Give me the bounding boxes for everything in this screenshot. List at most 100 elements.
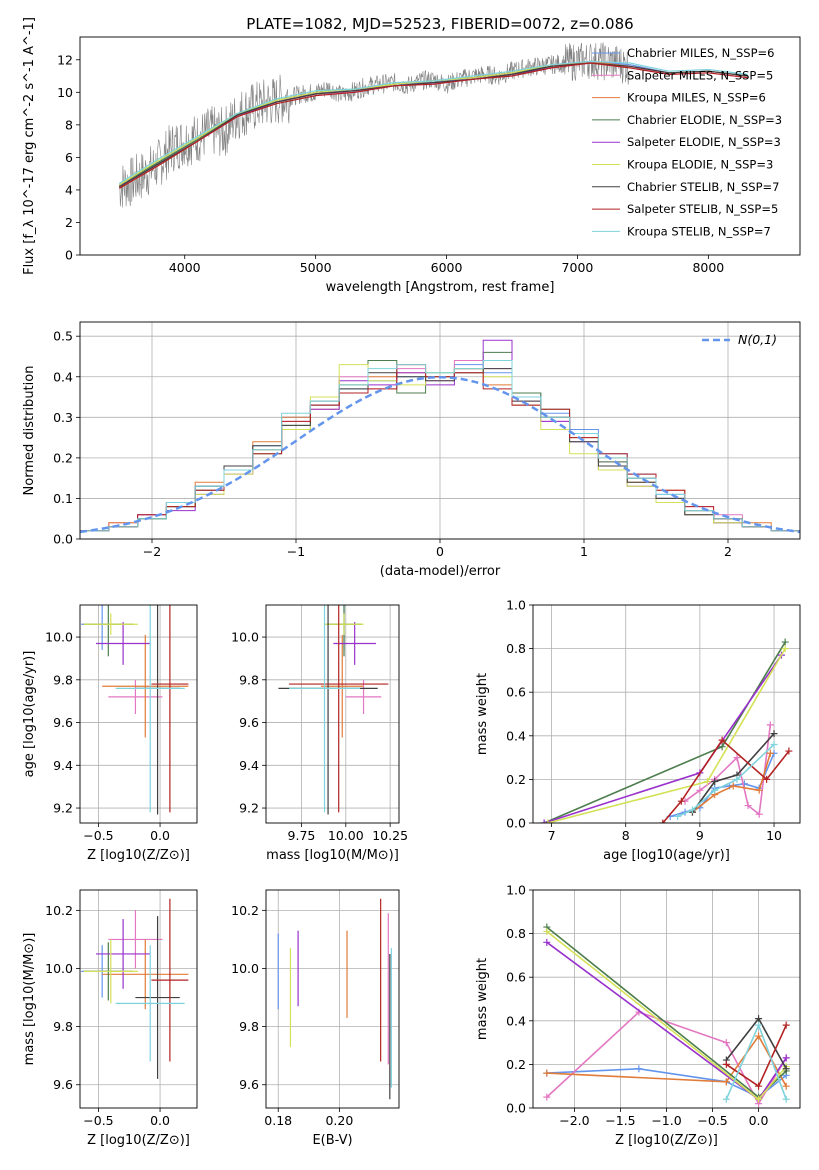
model-spectrum-line xyxy=(118,62,748,188)
x-tick-label: 4000 xyxy=(169,260,201,275)
weight-marker xyxy=(635,1065,643,1073)
x-tick-label: −1 xyxy=(287,544,305,559)
weight-marker xyxy=(755,1021,763,1029)
y-tick-label: 9.2 xyxy=(239,801,259,816)
x-tick-label: 9.75 xyxy=(288,828,316,843)
age-vs-mass-axes: 9.75 10.00 10.25 9.2 9.4 9.6 9.8 10.0 mass [log1… xyxy=(231,604,408,863)
legend-label: Kroupa ELODIE, N_SSP=3 xyxy=(627,158,773,172)
weight-line xyxy=(691,733,775,813)
y-tick-label: 9.6 xyxy=(53,1077,73,1092)
weight-vs-Z-plot-area xyxy=(543,923,790,1108)
x-tick-label: 5000 xyxy=(300,260,332,275)
x-tick-label: 2 xyxy=(724,544,732,559)
x-tick-label: 9 xyxy=(696,828,704,843)
weight-marker xyxy=(733,754,741,762)
model-spectrum-line xyxy=(118,60,748,184)
y-tick-label: 9.8 xyxy=(53,1019,73,1034)
plot-layer: 4000 5000 6000 7000 8000024681012wavelength … xyxy=(22,17,801,1148)
axes-frame xyxy=(79,604,198,824)
figure-title: PLATE=1082, MJD=52523, FIBERID=0072, z=0… xyxy=(246,15,633,33)
axes-frame xyxy=(79,889,198,1109)
mass-vs-Z-plot-area xyxy=(81,898,189,1079)
axes-frame xyxy=(265,604,400,824)
weight-marker xyxy=(781,645,789,653)
weight-marker xyxy=(785,747,793,755)
y-tick-label: 8 xyxy=(65,117,73,132)
y-tick-label: 10.0 xyxy=(45,961,73,976)
x-tick-label: 8 xyxy=(622,828,630,843)
y-tick-label: 9.4 xyxy=(239,758,259,773)
weight-marker xyxy=(674,812,682,820)
weight-vs-age-plot-area xyxy=(540,638,793,823)
weight-marker xyxy=(755,1082,763,1090)
age-vs-mass-plot-area xyxy=(278,605,389,815)
weight-marker xyxy=(782,1054,790,1062)
x-tick-label: −1.0 xyxy=(651,1113,681,1128)
weight-marker xyxy=(782,1095,790,1103)
weight-marker xyxy=(722,1078,730,1086)
x-axis-label: (data-model)/error xyxy=(380,564,501,579)
weight-marker xyxy=(782,1021,790,1029)
weight-marker xyxy=(696,786,704,794)
weight-marker xyxy=(770,730,778,738)
residuals-axes: −2 −1 0 1 2 0.0 0.1 0.2 0.3 0.4 0.5 (data-model)/er… xyxy=(22,321,801,579)
age-vs-Z-plot-area xyxy=(81,605,189,815)
y-tick-label: 9.8 xyxy=(239,672,259,687)
x-axis-label: Z [log10(Z/Z⊙)] xyxy=(87,848,190,863)
weight-marker xyxy=(543,927,551,935)
legend-label: Salpeter STELIB, N_SSP=5 xyxy=(627,202,778,216)
weight-marker xyxy=(711,778,719,786)
x-tick-label: −1.5 xyxy=(605,1113,635,1128)
weight-marker xyxy=(755,1095,763,1103)
y-tick-label: 0.6 xyxy=(506,970,526,985)
y-tick-label: 0.2 xyxy=(506,772,526,787)
y-tick-label: 1.0 xyxy=(506,883,526,898)
y-tick-label: 2 xyxy=(65,215,73,230)
x-tick-label: −0.5 xyxy=(83,1113,113,1128)
mass-vs-EBV-plot-area xyxy=(277,898,392,1100)
y-tick-label: 10.0 xyxy=(231,961,259,976)
y-tick-label: 1.0 xyxy=(506,598,526,613)
spectrum-axes: 4000 5000 6000 7000 8000 0 2 4 6 8 10 12 wavelength … xyxy=(22,17,801,295)
y-tick-label: 0.4 xyxy=(506,728,526,743)
axes-frame xyxy=(532,889,801,1109)
weight-marker xyxy=(722,1095,730,1103)
mass-vs-EBV-axes: 0.18 0.20 9.6 9.8 10.0 10.2 E(B-V) xyxy=(231,889,400,1148)
x-tick-label: 0.20 xyxy=(325,1113,353,1128)
y-tick-label: 0.6 xyxy=(506,685,526,700)
y-axis-label: Normed distribution xyxy=(22,366,37,496)
legend-label: N(0,1) xyxy=(738,332,777,347)
y-axis-label: age [log10(age/yr)] xyxy=(22,651,37,778)
weight-marker xyxy=(722,1039,730,1047)
y-tick-label: 10.0 xyxy=(45,630,73,645)
weight-marker xyxy=(703,778,711,786)
weight-marker xyxy=(544,819,552,823)
weight-marker xyxy=(659,819,667,823)
weight-marker xyxy=(733,775,741,783)
x-tick-label: 10.00 xyxy=(328,828,364,843)
y-axis-label: Flux [f_λ 10^-17 erg cm^-2 s^-1 A^-1] xyxy=(22,17,37,275)
y-tick-label: 0.8 xyxy=(506,641,526,656)
weight-marker xyxy=(722,1060,730,1068)
y-tick-label: 4 xyxy=(65,182,73,197)
weight-marker xyxy=(729,782,737,790)
x-tick-label: 0.0 xyxy=(749,1113,769,1128)
model-spectrum-line xyxy=(118,62,748,189)
y-axis-label: mass [log10(M/M⊙)] xyxy=(22,933,37,1066)
weight-line xyxy=(543,641,786,823)
weight-marker xyxy=(755,786,763,794)
y-tick-label: 0.2 xyxy=(506,1057,526,1072)
y-tick-label: 0.1 xyxy=(53,491,73,506)
y-tick-label: 0.8 xyxy=(506,926,526,941)
weight-marker xyxy=(782,1065,790,1073)
y-tick-label: 10.2 xyxy=(231,903,259,918)
x-axis-label: E(B-V) xyxy=(312,1133,352,1148)
axes-frame xyxy=(532,604,801,824)
y-tick-label: 9.6 xyxy=(239,1077,259,1092)
residual-histogram xyxy=(80,360,800,539)
axes-frame xyxy=(79,321,801,540)
y-tick-label: 9.8 xyxy=(239,1019,259,1034)
y-axis-label: mass weight xyxy=(475,673,490,755)
weight-marker xyxy=(711,786,719,794)
legend-label: Chabrier STELIB, N_SSP=7 xyxy=(627,180,779,194)
